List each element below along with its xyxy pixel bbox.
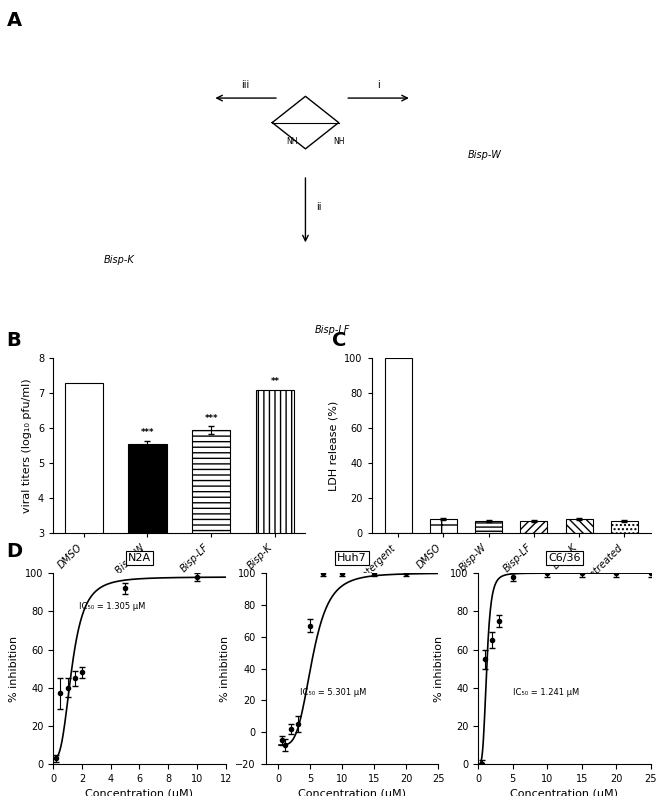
Bar [64,383,103,638]
Bar [475,521,502,533]
Bar [192,430,230,638]
Text: C: C [332,331,347,350]
Text: NH: NH [333,137,345,146]
Bar [256,390,294,638]
Y-axis label: % inhibition: % inhibition [9,635,19,702]
Text: IC₅₀ = 1.241 μM: IC₅₀ = 1.241 μM [513,688,579,696]
Text: ii: ii [316,202,321,213]
Text: N2A: N2A [128,553,151,563]
Bar [611,521,638,533]
Text: Huh7: Huh7 [337,553,367,563]
Text: NH: NH [286,137,298,146]
Y-axis label: LDH release (%): LDH release (%) [329,400,339,491]
Text: **: ** [270,377,280,386]
Text: i: i [377,80,380,90]
Text: Bisp-LF: Bisp-LF [314,325,350,335]
Bar [430,519,457,533]
Text: iii: iii [242,80,250,90]
X-axis label: Concentration (μM): Concentration (μM) [86,790,193,796]
Text: A: A [7,10,22,29]
Bar [128,444,167,638]
Text: D: D [7,542,23,561]
Text: B: B [7,331,21,350]
Text: IC₅₀ = 1.305 μM: IC₅₀ = 1.305 μM [79,602,145,611]
Bar [521,521,548,533]
X-axis label: Concentration (μM): Concentration (μM) [298,790,406,796]
Text: Bisp-W: Bisp-W [467,150,502,160]
Y-axis label: % inhibition: % inhibition [434,635,444,702]
X-axis label: Concentration (μM): Concentration (μM) [511,790,618,796]
Bar [566,519,593,533]
Text: Bisp-K: Bisp-K [104,255,135,265]
Text: ***: *** [141,428,154,437]
Text: ***: *** [205,414,218,423]
Text: C6/36: C6/36 [548,553,580,563]
Y-axis label: % inhibition: % inhibition [220,635,230,702]
Y-axis label: viral titers (log₁₀ pfu/ml): viral titers (log₁₀ pfu/ml) [23,378,33,513]
Text: IC₅₀ = 5.301 μM: IC₅₀ = 5.301 μM [300,688,367,696]
Bar [384,358,412,533]
